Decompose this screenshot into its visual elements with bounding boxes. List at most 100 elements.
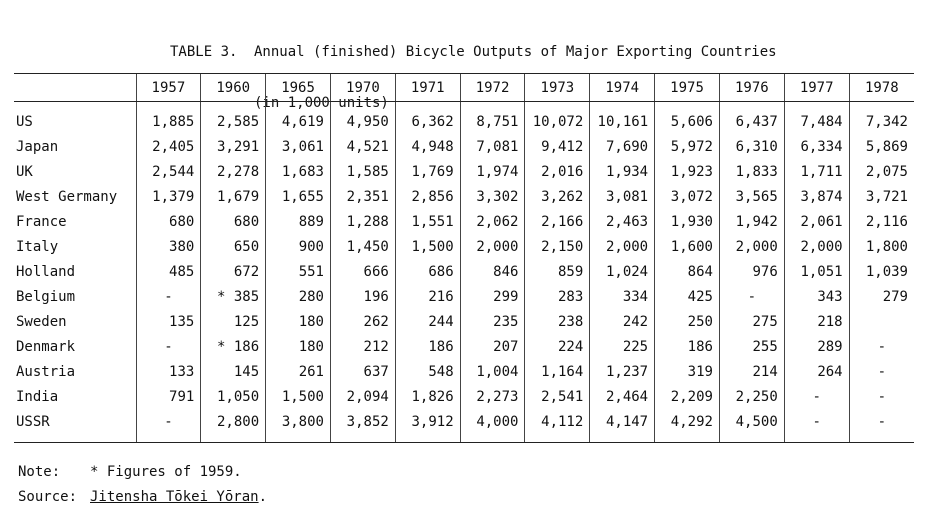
- value-cell: 4,619: [265, 101, 331, 135]
- note-text: * Figures of 1959.: [90, 464, 242, 480]
- table-number: TABLE 3.: [170, 44, 238, 60]
- value-cell: 1,004: [459, 359, 525, 385]
- value-cell: 548: [394, 359, 461, 385]
- source-trail: .: [258, 489, 268, 505]
- value-cell: * 385: [200, 284, 266, 310]
- value-cell: 1,974: [459, 159, 525, 185]
- value-cell: 5,972: [654, 134, 720, 160]
- value-cell: 283: [524, 284, 590, 310]
- value-cell: 343: [783, 284, 850, 310]
- value-cell: 4,000: [459, 409, 525, 443]
- value-cell: 1,288: [329, 209, 396, 235]
- value-cell: 2,000: [718, 234, 785, 260]
- country-cell: Denmark: [16, 339, 76, 355]
- table-row: Japan 2,405 3,291 3,061 4,521 4,948 7,081 9,412…: [14, 134, 914, 160]
- value-cell: 1,585: [329, 159, 396, 185]
- year-header-1965: 1965: [265, 73, 331, 102]
- value-cell: -: [848, 409, 914, 443]
- year-header-1975: 1975: [654, 73, 720, 102]
- value-cell: 1,769: [394, 159, 461, 185]
- year-header-1976: 1976: [718, 73, 785, 102]
- country-cell: Austria: [16, 364, 76, 380]
- value-cell: 180: [265, 309, 331, 335]
- value-cell: 216: [394, 284, 461, 310]
- value-cell: 380: [135, 234, 201, 260]
- value-cell: 2,800: [200, 409, 266, 443]
- value-cell: 846: [459, 259, 525, 285]
- value-cell: 299: [459, 284, 525, 310]
- value-cell: 2,278: [200, 159, 266, 185]
- value-cell: 2,061: [783, 209, 850, 235]
- value-cell: 214: [718, 359, 785, 385]
- value-cell: 637: [329, 359, 396, 385]
- value-cell: 2,062: [459, 209, 525, 235]
- year-header-1974: 1974: [589, 73, 655, 102]
- value-cell: 9,412: [524, 134, 590, 160]
- value-cell: 1,683: [265, 159, 331, 185]
- value-cell: 280: [265, 284, 331, 310]
- value-cell: 2,250: [718, 384, 785, 410]
- value-cell: 672: [200, 259, 266, 285]
- value-cell: 976: [718, 259, 785, 285]
- year-header-1973: 1973: [524, 73, 590, 102]
- country-cell: Belgium: [16, 289, 76, 305]
- value-cell: 145: [200, 359, 266, 385]
- table-row: UK 2,544 2,278 1,683 1,585 1,769 1,974 2,016 1,9…: [14, 159, 914, 185]
- value-cell: 218: [783, 309, 850, 335]
- value-cell: 289: [783, 334, 850, 360]
- value-cell: 3,721: [848, 184, 914, 210]
- value-cell: 186: [654, 334, 720, 360]
- year-header-1972: 1972: [459, 73, 525, 102]
- value-cell: 262: [329, 309, 396, 335]
- value-cell: 4,521: [329, 134, 396, 160]
- source: Source: Jitensha Tōkei Yōran.: [18, 489, 267, 505]
- value-cell: 686: [394, 259, 461, 285]
- country-cell: Italy: [16, 239, 59, 255]
- table-row: India 791 1,050 1,500 2,094 1,826 2,273 2,541 2,…: [14, 384, 914, 410]
- source-label: Source:: [18, 489, 78, 505]
- value-cell: 7,342: [848, 101, 914, 135]
- value-cell: 1,050: [200, 384, 266, 410]
- value-cell: -: [718, 284, 785, 310]
- value-cell: 235: [459, 309, 525, 335]
- value-cell: -: [135, 284, 201, 310]
- value-cell: 3,262: [524, 184, 590, 210]
- value-cell: 2,405: [135, 134, 201, 160]
- value-cell: 186: [394, 334, 461, 360]
- value-cell: 2,541: [524, 384, 590, 410]
- value-cell: 485: [135, 259, 201, 285]
- table-row: Austria 133 145 261 637 548 1,004 1,164 1,237 319…: [14, 359, 914, 385]
- year-header-1970: 1970: [329, 73, 396, 102]
- value-cell: 2,000: [589, 234, 655, 260]
- value-cell: 1,024: [589, 259, 655, 285]
- value-cell: 5,606: [654, 101, 720, 135]
- year-header-1971: 1971: [394, 73, 461, 102]
- note: Note: * Figures of 1959.: [18, 464, 242, 480]
- value-cell: 2,209: [654, 384, 720, 410]
- value-cell: 279: [848, 284, 914, 310]
- table-row: Holland 485 672 551 666 686 846 859 1,024 864 976 1…: [14, 259, 914, 285]
- value-cell: 125: [200, 309, 266, 335]
- value-cell: 425: [654, 284, 720, 310]
- value-cell: 791: [135, 384, 201, 410]
- country-cell: West Germany: [16, 189, 118, 205]
- value-cell: 250: [654, 309, 720, 335]
- value-cell: 264: [783, 359, 850, 385]
- value-cell: 1,930: [654, 209, 720, 235]
- value-cell: 4,147: [589, 409, 655, 443]
- value-cell: 889: [265, 209, 331, 235]
- value-cell: 3,912: [394, 409, 461, 443]
- value-cell: 2,544: [135, 159, 201, 185]
- value-cell: 650: [200, 234, 266, 260]
- value-cell: 2,150: [524, 234, 590, 260]
- table-row: US 1,885 2,585 4,619 4,950 6,362 8,751 10,072 10…: [14, 101, 914, 135]
- value-cell: 666: [329, 259, 396, 285]
- country-cell: US: [16, 114, 33, 131]
- value-cell: 6,362: [394, 101, 461, 135]
- value-cell: -: [848, 334, 914, 360]
- value-cell: 207: [459, 334, 525, 360]
- value-cell: 196: [329, 284, 396, 310]
- value-cell: 1,379: [135, 184, 201, 210]
- value-cell: 2,463: [589, 209, 655, 235]
- value-cell: 1,923: [654, 159, 720, 185]
